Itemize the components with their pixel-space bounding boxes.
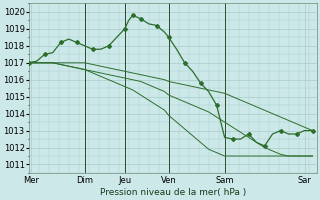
X-axis label: Pression niveau de la mer( hPa ): Pression niveau de la mer( hPa ) — [100, 188, 246, 197]
